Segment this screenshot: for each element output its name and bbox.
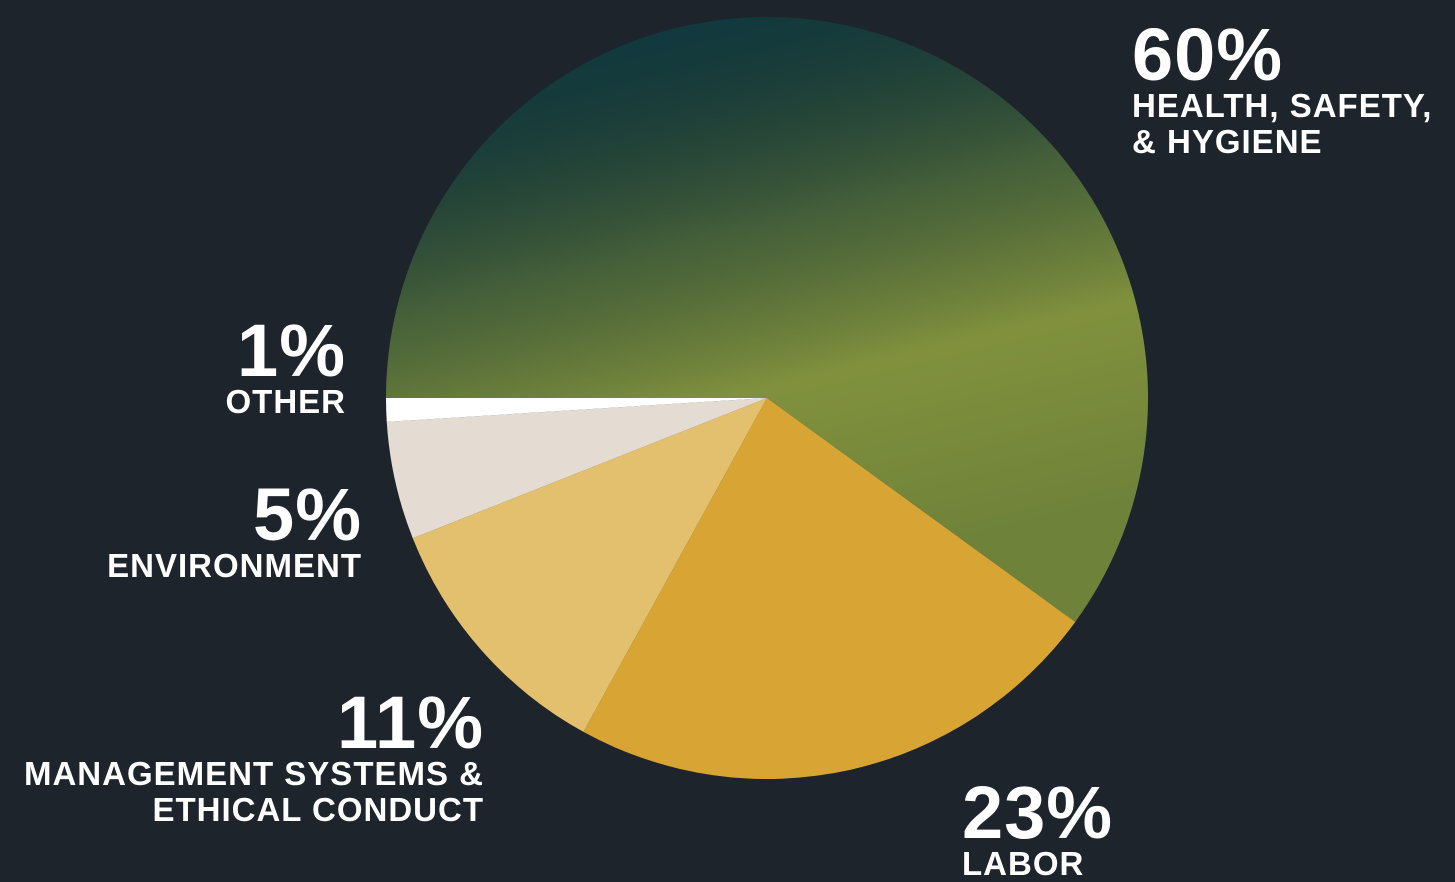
- pie-slice: [412, 398, 767, 732]
- pie-slice: [583, 398, 1076, 780]
- value-label: 5%: [253, 473, 362, 556]
- pie-slice: [386, 398, 767, 422]
- slice-label: 5% ENVIRONMENT: [22, 473, 362, 584]
- value-label: 60%: [1132, 13, 1284, 96]
- slice-label: 1% OTHER: [46, 309, 346, 420]
- category-label: ENVIRONMENT: [107, 547, 362, 584]
- slice-label: 60% HEALTH, SAFETY, & HYGIENE: [1132, 13, 1455, 160]
- slice-texture: [386, 17, 1148, 622]
- category-label: HEALTH, SAFETY, & HYGIENE: [1132, 87, 1433, 160]
- pie-slice: [386, 398, 767, 539]
- value-label: 23%: [962, 771, 1114, 854]
- value-label: 11%: [336, 681, 484, 764]
- slice-label: 11% MANAGEMENT SYSTEMS & ETHICAL CONDUCT: [14, 681, 484, 828]
- category-label: LABOR: [962, 845, 1085, 882]
- category-label: OTHER: [225, 383, 346, 420]
- slice-label: 23% LABOR: [962, 771, 1262, 882]
- value-label: 1%: [237, 309, 346, 392]
- category-label: MANAGEMENT SYSTEMS & ETHICAL CONDUCT: [23, 755, 484, 828]
